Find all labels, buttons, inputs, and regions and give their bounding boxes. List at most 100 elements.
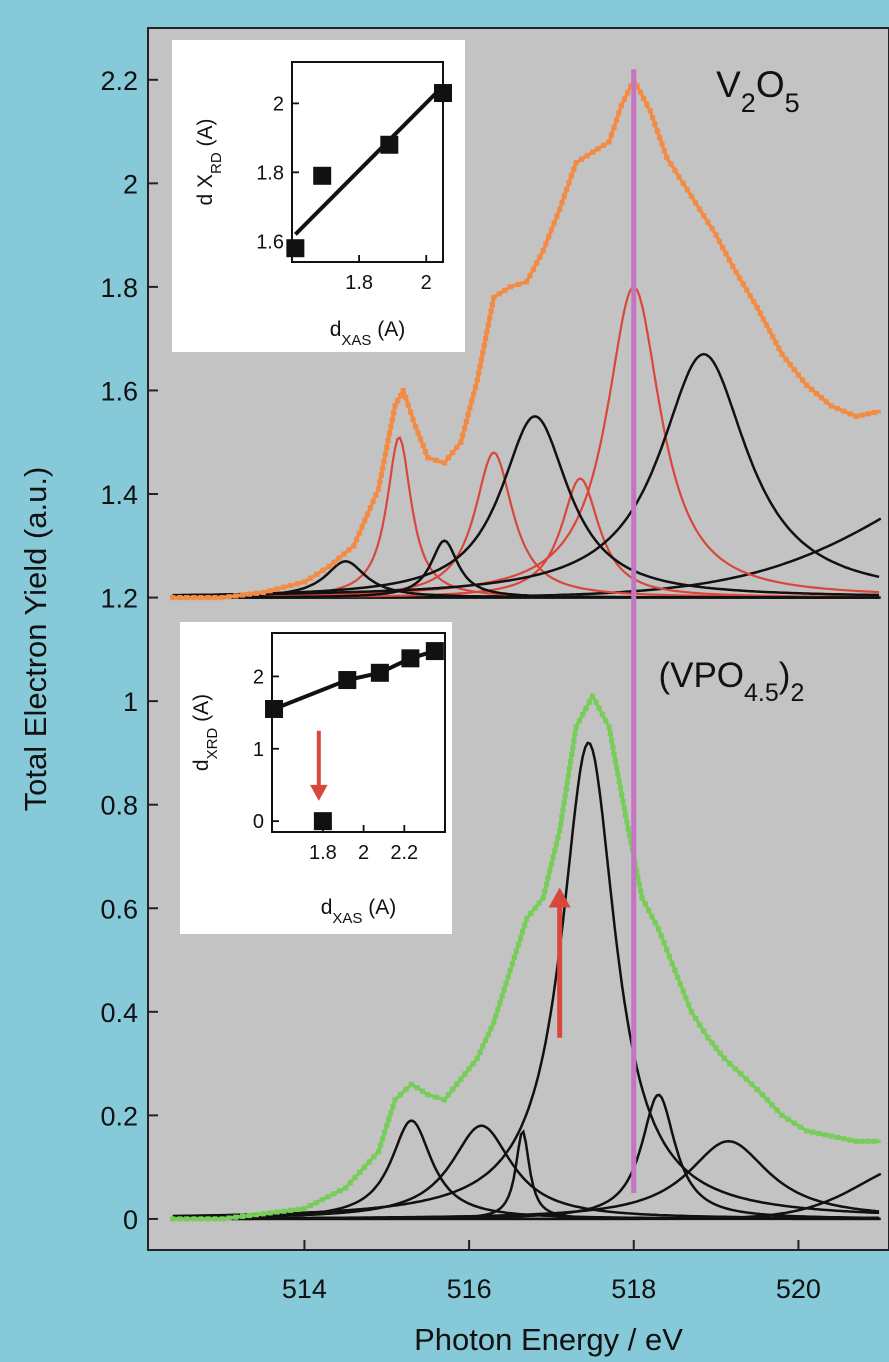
inset-bottom-x-tick-label: 2 — [358, 842, 369, 864]
top-envelope-point — [367, 505, 373, 511]
bottom-envelope-point — [170, 1216, 176, 1222]
top-envelope-point — [314, 571, 320, 577]
bottom-envelope-point — [246, 1212, 253, 1219]
top-envelope-point — [809, 386, 815, 392]
bottom-envelope-point — [212, 1216, 218, 1222]
top-envelope-point — [726, 257, 732, 263]
bottom-envelope-point — [565, 772, 571, 778]
bottom-envelope-point — [649, 913, 655, 920]
top-envelope-point — [450, 450, 456, 456]
bottom-envelope-point — [646, 907, 652, 913]
bottom-envelope-point — [627, 833, 633, 839]
top-envelope-point — [380, 465, 386, 471]
top-envelope-point — [507, 284, 513, 290]
top-envelope-point — [657, 134, 663, 141]
inset-bottom-data-point — [401, 649, 420, 668]
bottom-envelope-point — [441, 1097, 447, 1103]
bottom-envelope-point — [619, 792, 625, 798]
top-envelope-point — [487, 315, 493, 321]
top-envelope-point — [621, 96, 628, 102]
top-envelope-point — [382, 451, 388, 457]
top-envelope-point — [618, 103, 624, 109]
bottom-envelope-point — [532, 905, 538, 911]
inset-top-x-axis-label: dXAS (A) — [330, 318, 406, 349]
top-black-peak-2 — [172, 539, 880, 599]
y-tick-label: 0.8 — [100, 791, 138, 821]
top-envelope-point — [847, 411, 853, 417]
inset-bottom-data-point — [370, 663, 389, 682]
top-envelope-point — [524, 279, 530, 285]
bottom-envelope-point — [470, 1061, 476, 1067]
top-envelope-point — [346, 547, 352, 553]
bottom-envelope-point — [281, 1208, 287, 1214]
x-tick-label: 518 — [611, 1274, 656, 1304]
top-envelope-point — [543, 241, 549, 247]
top-envelope-point — [606, 139, 612, 145]
red-arrow-head — [548, 887, 571, 908]
top-envelope-point — [773, 340, 779, 346]
top-envelope-point — [818, 395, 825, 401]
bottom-envelope-point — [573, 724, 579, 730]
bottom-black-peak-6 — [172, 1140, 880, 1220]
top-envelope-point — [644, 102, 650, 108]
top-envelope-point — [680, 180, 686, 186]
inset-bottom-y-axis-label: dXRD (A) — [190, 694, 221, 771]
top-envelope-point — [751, 299, 757, 305]
bottom-envelope-point — [518, 935, 524, 941]
inset-bottom-y-tick-label: 1 — [253, 739, 264, 761]
top-envelope-point — [445, 455, 452, 461]
bottom-envelope-point — [822, 1132, 828, 1138]
bottom-envelope-point — [633, 867, 640, 873]
top-envelope-point — [467, 405, 473, 411]
bottom-envelope-point — [528, 910, 534, 916]
top-envelope-point — [191, 595, 197, 601]
top-envelope-point — [351, 543, 357, 549]
top-envelope-point — [737, 275, 743, 281]
bottom-envelope-point — [357, 1169, 363, 1175]
top-envelope-point — [628, 83, 634, 89]
top-envelope-point — [779, 351, 785, 357]
top-envelope-point — [566, 180, 572, 186]
bottom-envelope-point — [536, 900, 542, 906]
top-envelope-point — [484, 329, 490, 335]
bottom-envelope-point — [480, 1043, 486, 1049]
bottom-envelope-point — [501, 987, 507, 993]
bottom-envelope-point — [620, 798, 626, 805]
top-envelope-point — [474, 377, 480, 383]
bottom-envelope-point — [572, 731, 578, 737]
bottom-envelope-point — [542, 888, 548, 894]
top-envelope-point — [481, 343, 487, 349]
top-envelope-point — [744, 287, 750, 293]
top-envelope-point — [386, 431, 393, 437]
top-envelope-point — [601, 142, 607, 148]
inset-bottom-x-tick-label: 2.2 — [390, 842, 418, 864]
bottom-envelope-point — [853, 1138, 859, 1144]
top-envelope-point — [295, 581, 301, 587]
top-envelope-point — [320, 567, 326, 573]
bottom-envelope-point — [769, 1102, 775, 1108]
top-envelope-point — [420, 442, 426, 448]
bottom-envelope-point — [495, 1006, 501, 1012]
bottom-envelope-point — [713, 1045, 719, 1051]
bottom-black-peak-4 — [172, 741, 880, 1218]
y-axis-label: Total Electron Yield (a.u.) — [18, 467, 53, 812]
bottom-envelope-point — [566, 765, 573, 771]
inset-bottom: 1.8 2 2.2 0 1 2 dXAS (A) dXRD (A) — [180, 622, 452, 934]
top-envelope-point — [853, 413, 859, 419]
bottom-envelope-point — [375, 1149, 382, 1155]
bottom-envelope-point — [184, 1216, 190, 1222]
top-envelope-point — [828, 403, 834, 409]
top-envelope-point — [308, 575, 314, 581]
top-envelope-point — [641, 95, 647, 101]
bottom-envelope-point — [540, 895, 546, 901]
bottom-envelope-point — [466, 1066, 472, 1072]
top-envelope-point — [392, 403, 398, 409]
bottom-envelope-point — [564, 779, 570, 785]
top-envelope-point — [799, 377, 806, 383]
bottom-envelope-point — [709, 1040, 715, 1046]
top-envelope-point — [625, 90, 631, 96]
top-envelope-point — [417, 436, 424, 442]
top-envelope-point — [496, 291, 502, 297]
bottom-envelope-point — [352, 1174, 358, 1181]
inset-top-data-point — [380, 135, 399, 154]
